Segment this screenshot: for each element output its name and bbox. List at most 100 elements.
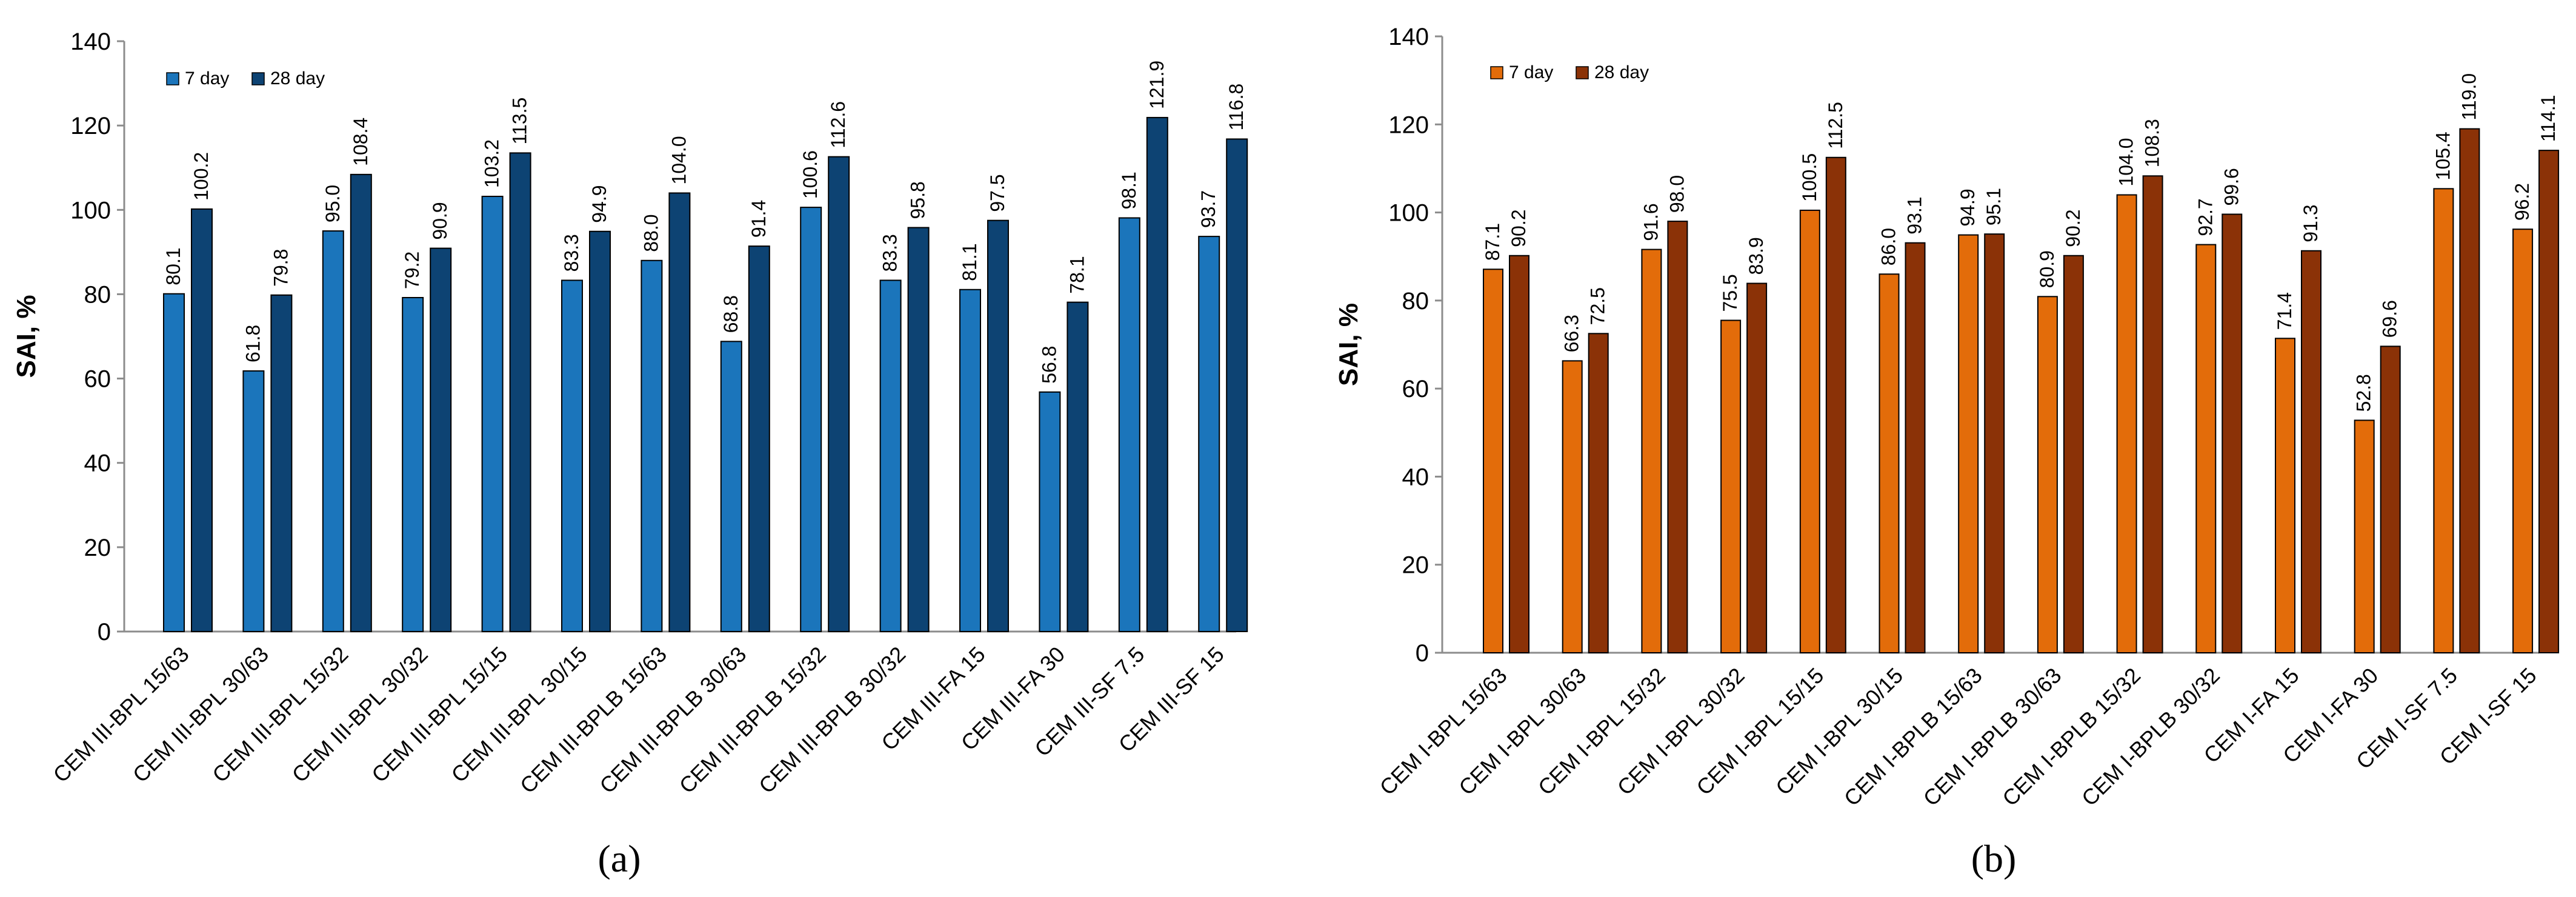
- panel-label: (a): [597, 837, 641, 880]
- legend-swatch: [1490, 66, 1503, 79]
- bar-28day: [2142, 175, 2163, 654]
- data-label: 94.9: [588, 185, 610, 222]
- bar-7day: [720, 341, 742, 632]
- data-label: 83.9: [1745, 237, 1767, 275]
- data-label: 79.8: [270, 249, 291, 287]
- bar-28day: [191, 208, 213, 632]
- data-label: 108.3: [2142, 119, 2163, 167]
- y-tick-label: 80: [1402, 288, 1429, 315]
- data-label: 98.1: [1118, 172, 1140, 209]
- y-tick-label: 0: [1416, 640, 1429, 667]
- bar-7day: [1720, 319, 1742, 653]
- bar-28day: [350, 173, 372, 632]
- x-tick-label: CEM III-BPLB 30/32: [754, 642, 910, 798]
- bar-28day: [2380, 345, 2401, 653]
- bar-28day: [2063, 255, 2084, 653]
- bar-7day: [879, 279, 902, 633]
- bar-7day: [2354, 419, 2375, 654]
- y-tick-label: 20: [84, 535, 111, 561]
- bar-7day: [402, 296, 424, 633]
- data-label: 114.1: [2537, 95, 2559, 142]
- data-label: 61.8: [242, 325, 264, 362]
- y-tick-label: 140: [70, 28, 111, 55]
- bar-7day: [1879, 273, 1900, 653]
- data-label: 100.2: [190, 152, 212, 201]
- bar-28day: [1667, 221, 1688, 654]
- data-label: 116.8: [1225, 84, 1247, 131]
- y-tick-label: 40: [84, 450, 111, 477]
- data-label: 69.6: [2379, 300, 2401, 338]
- x-tick-label: CEM I-BPLB 30/63: [1919, 663, 2066, 811]
- bar-28day: [2222, 213, 2243, 653]
- bar-28day: [828, 156, 850, 632]
- bar-7day: [959, 288, 981, 633]
- bar-7day: [641, 259, 663, 632]
- data-label: 103.2: [481, 139, 503, 188]
- data-label: 80.1: [162, 247, 184, 285]
- data-label: 86.0: [1878, 228, 1900, 265]
- y-tick-label: 80: [84, 281, 111, 308]
- bar-28day: [1905, 242, 1926, 653]
- bar-28day: [2459, 128, 2480, 654]
- bar-7day: [1198, 236, 1220, 632]
- data-label: 92.7: [2194, 198, 2216, 236]
- data-label: 71.4: [2274, 292, 2295, 330]
- y-tick-label: 120: [70, 113, 111, 139]
- y-tick-label: 0: [98, 619, 111, 645]
- bar-28day: [2538, 150, 2560, 653]
- bar-28day: [509, 152, 531, 633]
- bar-28day: [1509, 255, 1529, 653]
- data-label: 90.2: [2062, 209, 2084, 247]
- data-label: 105.4: [2432, 132, 2454, 180]
- data-label: 90.9: [429, 202, 451, 239]
- data-label: 97.5: [987, 174, 1008, 212]
- bar-28day: [589, 230, 611, 632]
- bar-7day: [1562, 360, 1583, 653]
- data-label: 113.5: [509, 98, 531, 145]
- bar-28day: [987, 219, 1009, 632]
- x-tick-label: CEM I-BPLB 30/32: [2077, 663, 2225, 811]
- bar-7day: [800, 207, 822, 632]
- bar-28day: [668, 192, 691, 632]
- data-label: 95.1: [1983, 188, 2005, 225]
- legend-entry: 28 day: [270, 68, 325, 88]
- data-label: 93.7: [1197, 190, 1219, 228]
- data-label: 112.5: [1825, 102, 1846, 149]
- data-label: 79.2: [401, 252, 423, 289]
- data-label: 83.3: [879, 234, 901, 272]
- bar-7day: [163, 293, 185, 632]
- data-label: 104.0: [668, 136, 690, 184]
- bar-7day: [2433, 188, 2454, 653]
- data-label: 91.3: [2300, 204, 2321, 242]
- data-label: 91.4: [748, 200, 770, 238]
- x-tick-label: CEM III-BPL 30/15: [446, 642, 591, 787]
- data-label: 99.6: [2220, 168, 2242, 205]
- bar-7day: [1118, 217, 1140, 632]
- bar-28day: [430, 247, 452, 632]
- data-label: 68.8: [720, 295, 742, 333]
- x-tick-label: CEM III-BPL 15/32: [207, 642, 353, 787]
- data-label: 94.9: [1957, 188, 1979, 226]
- bar-7day: [1039, 391, 1061, 632]
- x-tick-label: CEM III-BPLB 15/32: [674, 642, 831, 798]
- bar-7day: [1958, 234, 1979, 654]
- y-tick-label: 100: [70, 197, 111, 224]
- data-label: 88.0: [640, 214, 662, 252]
- bar-28day: [1226, 138, 1248, 633]
- x-tick-label: CEM III-BPL 15/63: [48, 642, 193, 787]
- legend-entry: 7 day: [185, 68, 229, 88]
- bar-28day: [1146, 116, 1168, 633]
- bar-7day: [1483, 268, 1503, 653]
- bar-28day: [748, 245, 770, 633]
- chart-panel-a: 0 20 40 60 80 100 120 140 SAI, % 80.1 100.2 CEM III…: [12, 28, 1248, 880]
- bar-7day: [2275, 338, 2295, 653]
- y-tick-label: 100: [1388, 200, 1429, 227]
- bar-28day: [1746, 282, 1768, 653]
- y-tick-label: 60: [84, 366, 111, 393]
- data-label: 56.8: [1038, 346, 1060, 384]
- y-axis-label: SAI, %: [12, 295, 41, 378]
- bar-7day: [2512, 228, 2534, 653]
- y-tick-label: 140: [1388, 24, 1429, 50]
